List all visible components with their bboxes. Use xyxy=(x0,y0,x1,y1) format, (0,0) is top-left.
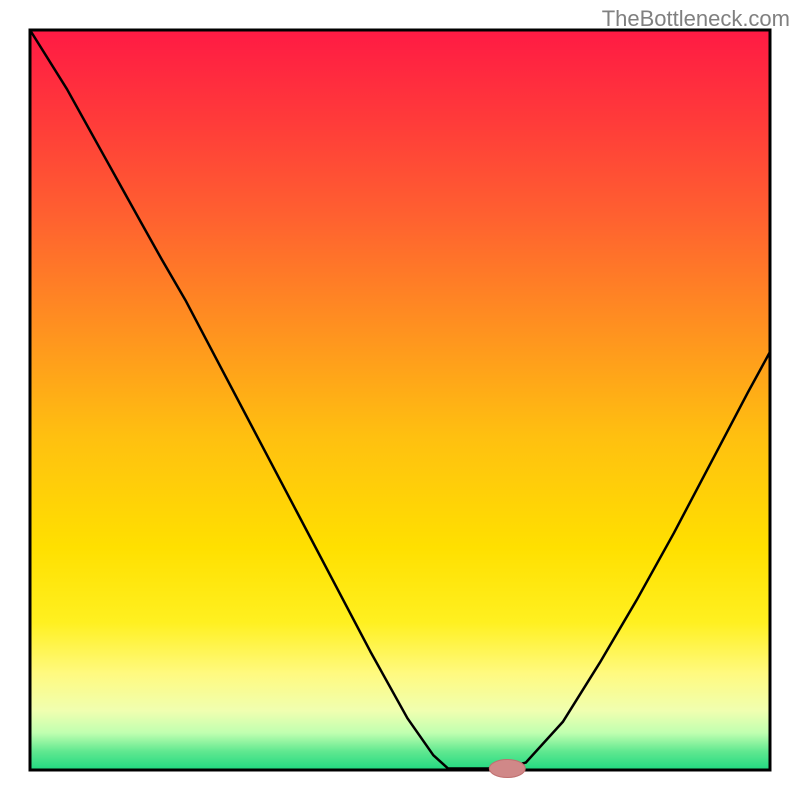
bottleneck-chart: TheBottleneck.com xyxy=(0,0,800,800)
chart-background xyxy=(30,30,770,770)
optimal-marker xyxy=(489,760,525,778)
watermark-text: TheBottleneck.com xyxy=(602,6,790,32)
chart-svg xyxy=(0,0,800,800)
